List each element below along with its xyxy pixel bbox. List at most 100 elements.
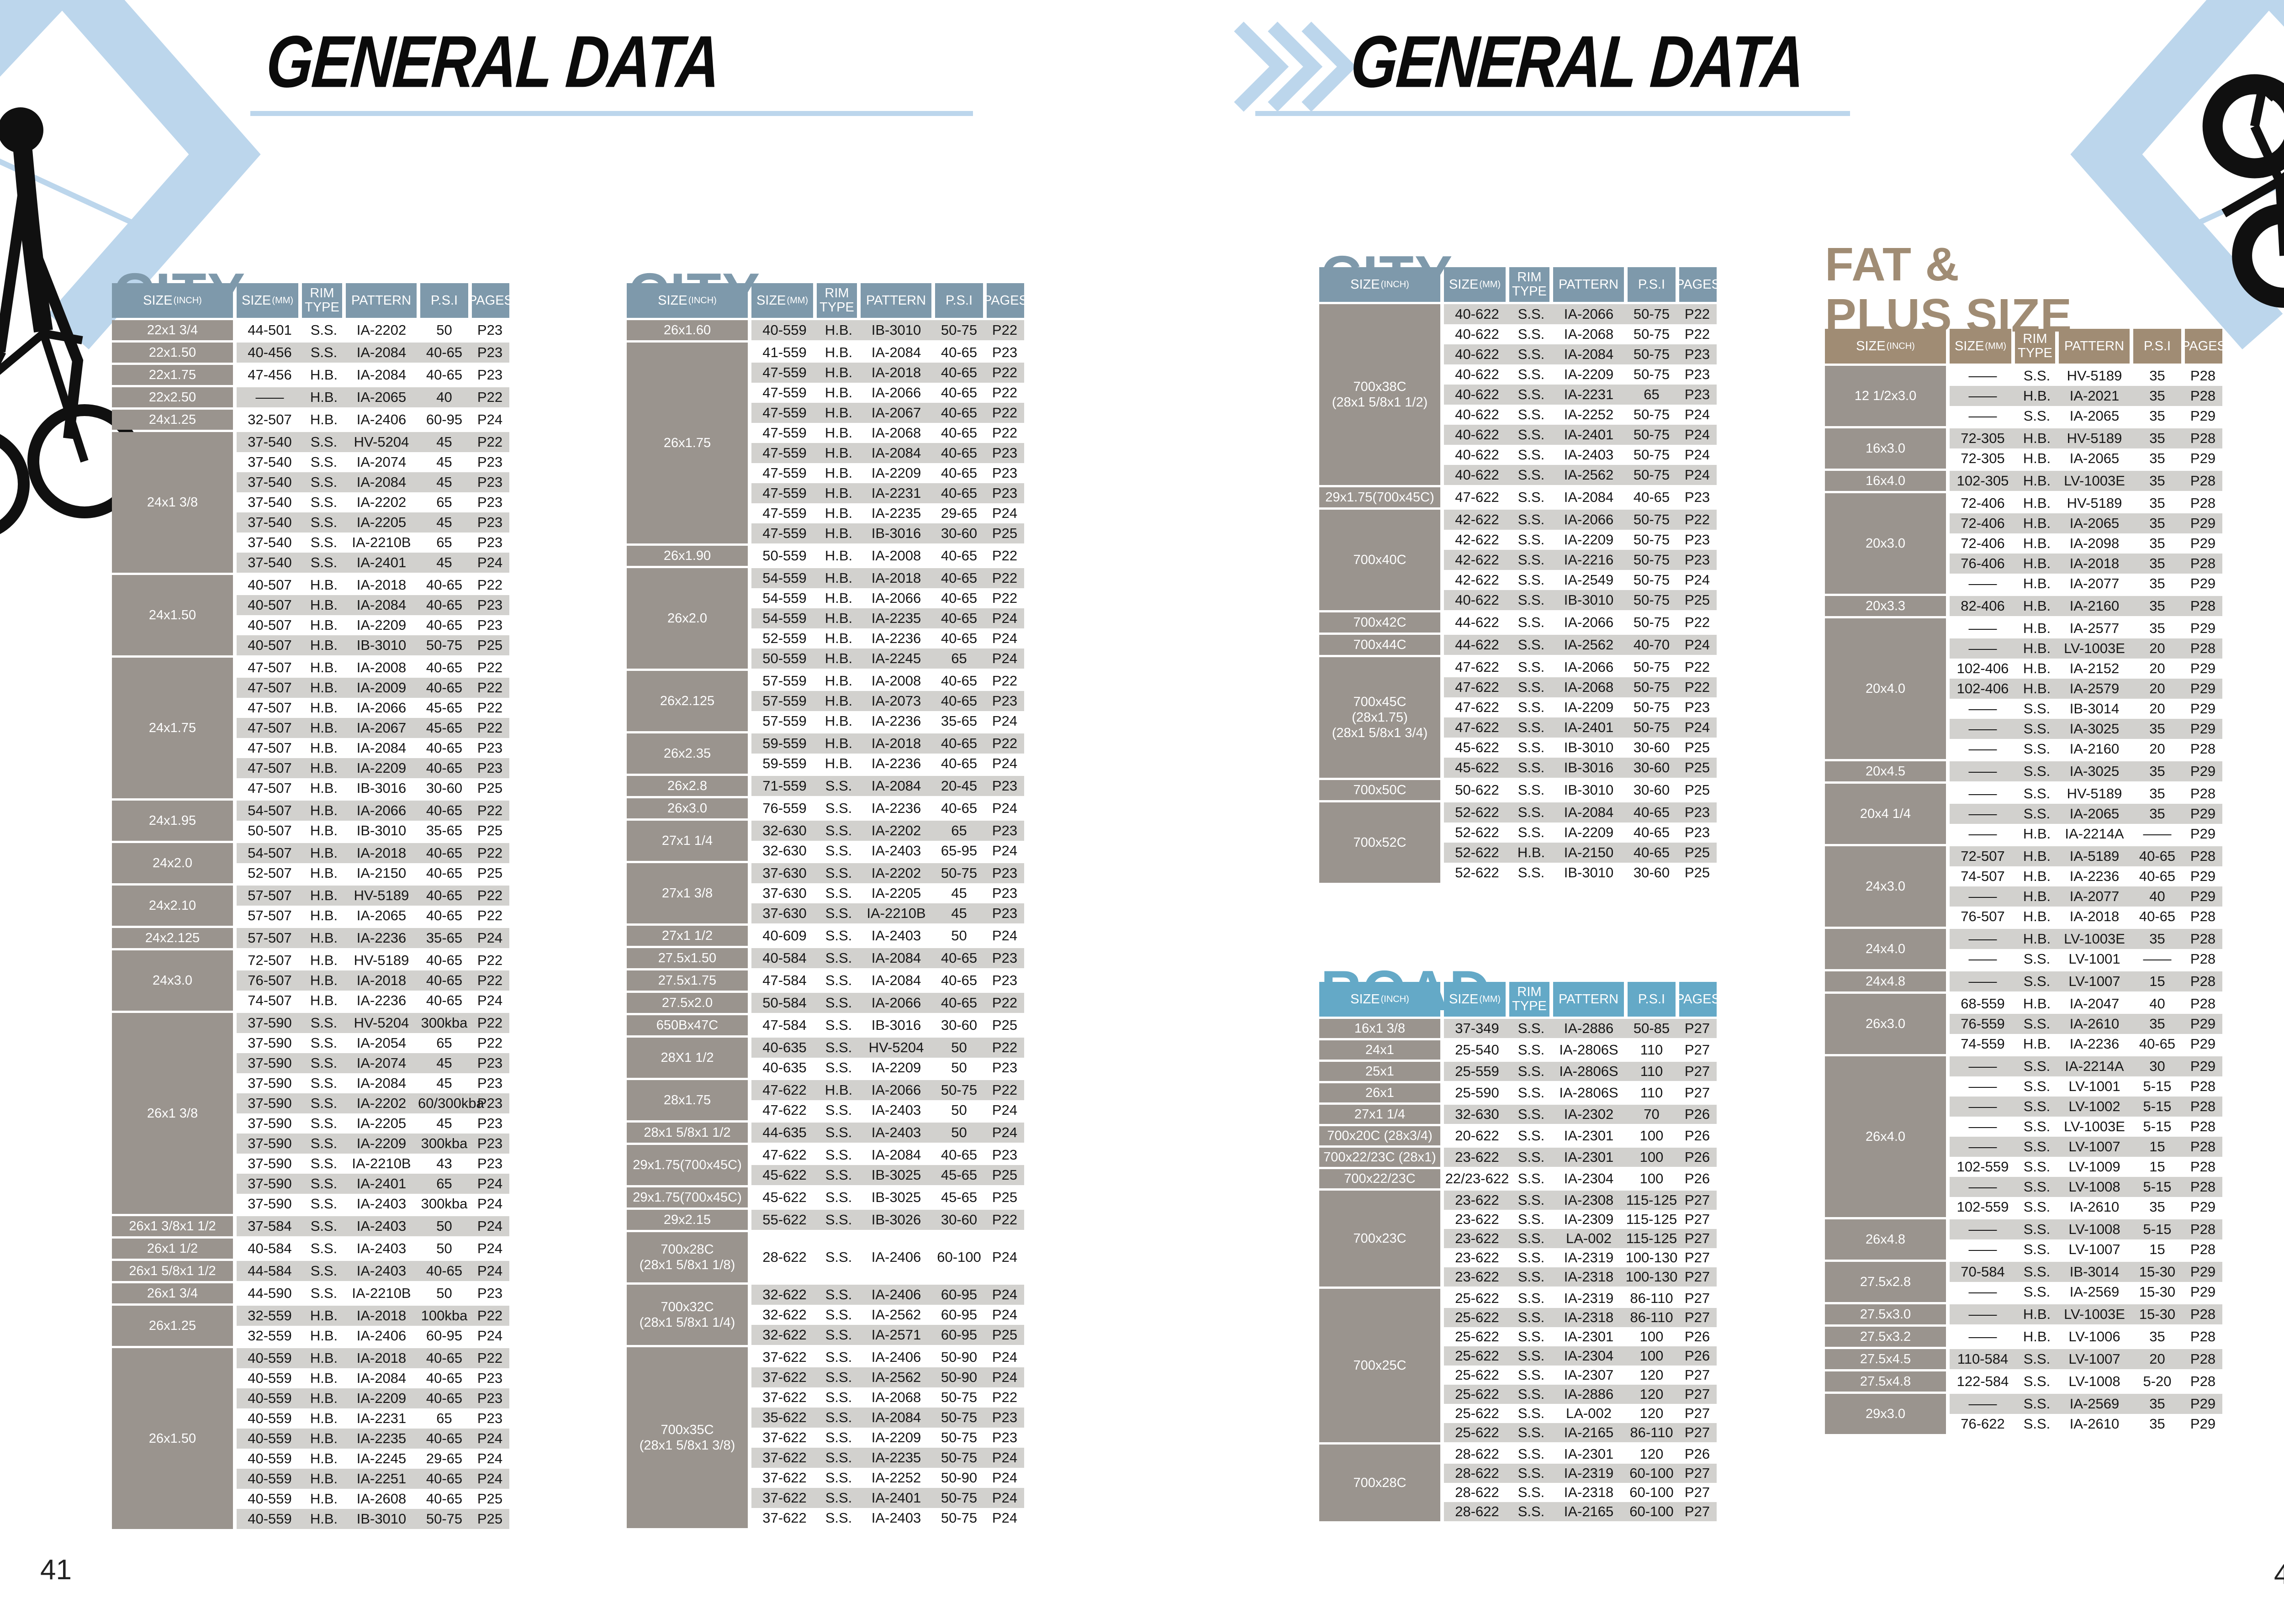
pattern: IA-2406: [871, 1349, 921, 1365]
size-mm: ——: [1968, 1241, 1997, 1257]
page: P23: [992, 1409, 1018, 1425]
spec-row: 40-507 H.B. IB-3010 50-75 P25: [237, 635, 509, 655]
rim-type: S.S.: [1517, 719, 1545, 735]
rim-type: H.B.: [310, 972, 338, 988]
psi: 50-90: [941, 1369, 978, 1385]
size-mm: 37-622: [762, 1490, 807, 1506]
psi: 35-65: [426, 930, 463, 946]
page: P23: [477, 322, 503, 338]
pattern: IA-2047: [2069, 996, 2120, 1012]
psi: 40-65: [426, 1263, 463, 1279]
size-mm: 25-622: [1455, 1348, 1499, 1364]
size-mm: 47-559: [762, 485, 807, 501]
page: P24: [992, 1510, 1018, 1526]
rim-type: S.S.: [310, 1035, 338, 1051]
size-mm: 37-540: [248, 514, 292, 530]
psi: 100: [1639, 1171, 1664, 1186]
page: P28: [2190, 495, 2216, 511]
size-mm: 40-622: [1455, 592, 1499, 608]
pattern: IA-2235: [356, 1430, 407, 1446]
size-mm: 102-305: [1956, 473, 2009, 489]
pattern: IA-2018: [356, 972, 407, 988]
spec-row: 23-622 S.S. IA-2319 100-130 P27: [1444, 1248, 1717, 1267]
size-mm: 23-622: [1455, 1230, 1499, 1246]
size-inch-label: 24x4.8: [1825, 971, 1946, 991]
rim-type: S.S.: [1517, 1484, 1545, 1500]
page: P23: [1684, 552, 1710, 568]
size-mm: 37-540: [248, 494, 292, 510]
page: P27: [1684, 1290, 1710, 1306]
rim-type: H.B.: [2023, 826, 2051, 842]
rim-type: S.S.: [825, 905, 852, 921]
spec-row: 32-622 S.S. IA-2571 60-95 P25: [751, 1325, 1024, 1345]
spec-row: 50-622 S.S. IB-3010 30-60 P25: [1444, 780, 1717, 800]
pattern: IB-3025: [871, 1189, 921, 1205]
size-mm: 40-559: [248, 1491, 292, 1507]
size-group: 27.5x1.75 47-584 S.S. IA-2084 40-65 P23: [627, 970, 1024, 991]
psi: 40-65: [426, 1390, 463, 1406]
pattern: IA-2205: [356, 514, 407, 530]
pattern: IA-2065: [2069, 806, 2120, 822]
spec-row: 47-559 H.B. IA-2018 40-65 P22: [751, 363, 1024, 383]
page: P28: [2190, 1351, 2216, 1367]
size-group: 16x3.0 72-305 H.B. HV-5189 35 P28 72-305 H.B. IA…: [1825, 428, 2222, 469]
rim-type: S.S.: [825, 1349, 852, 1365]
page: P28: [2190, 1306, 2216, 1322]
pattern: IA-2562: [1564, 467, 1614, 483]
pattern: IA-2084: [871, 972, 921, 988]
spec-row: 37-590 S.S. IA-2074 45 P23: [237, 1053, 509, 1073]
page: P22: [992, 1082, 1018, 1098]
psi: 30-60: [941, 1017, 978, 1033]
psi: 5-15: [2143, 1179, 2172, 1195]
psi: 40-65: [2139, 868, 2176, 884]
psi: 65: [436, 1035, 452, 1051]
size-group: 24x1 25-540 S.S. IA-2806S 110 P27: [1319, 1040, 1717, 1060]
page: P22: [477, 972, 503, 988]
spec-row: 32-622 S.S. IA-2562 60-95 P24: [751, 1305, 1024, 1325]
spec-row: —— H.B. LV-1003E 15-30 P28: [1950, 1304, 2222, 1324]
spec-row: 40-622 S.S. IA-2209 50-75 P23: [1444, 364, 1717, 385]
pattern: IB-3014: [2069, 701, 2120, 717]
spec-row: 47-622 S.S. IA-2403 50 P24: [751, 1100, 1024, 1120]
rim-type: S.S.: [825, 1060, 852, 1076]
rim-type: H.B.: [2023, 1306, 2051, 1322]
size-inch-label: 20x4.5: [1825, 761, 1946, 781]
rim-type: H.B.: [2023, 996, 2051, 1012]
size-mm: 52-622: [1455, 824, 1499, 840]
rim-type: S.S.: [310, 434, 338, 450]
spec-row: 40-559 H.B. IB-3010 50-75 P25: [237, 1509, 509, 1529]
psi: 35: [2149, 763, 2165, 779]
rim-type: H.B.: [2023, 888, 2051, 904]
size-mm: 37-590: [248, 1035, 292, 1051]
pattern: HV-5189: [2067, 786, 2122, 801]
page: P23: [477, 494, 503, 510]
spec-row: 44-622 S.S. IA-2066 50-75 P22: [1444, 612, 1717, 633]
psi: 60-100: [1629, 1465, 1674, 1481]
rim-type: H.B.: [310, 1370, 338, 1386]
size-inch-label: 26x2.8: [627, 776, 748, 796]
size-group: 27.5x2.8 70-584 S.S. IB-3014 15-30 P29 —— S.S. I…: [1825, 1262, 2222, 1302]
size-mm: 55-622: [762, 1212, 807, 1228]
spec-row: 23-622 S.S. IA-2308 115-125 P27: [1444, 1191, 1717, 1210]
psi: 60-100: [1629, 1503, 1674, 1519]
size-group: 24x1.50 40-507 H.B. IA-2018 40-65 P22 40-507 H.…: [112, 575, 509, 655]
size-mm: 44-590: [248, 1285, 292, 1301]
size-mm: ——: [1968, 721, 1997, 737]
size-inch-label: 650Bx47C: [627, 1015, 748, 1035]
size-mm: 23-622: [1455, 1149, 1499, 1165]
size-mm: 76-507: [1961, 908, 2005, 924]
size-mm: 57-559: [762, 713, 807, 729]
pattern: IA-2309: [1564, 1211, 1614, 1227]
page: P27: [1684, 1309, 1710, 1325]
page: P28: [2190, 786, 2216, 801]
rim-type: H.B.: [825, 505, 853, 521]
rim-type: H.B.: [825, 548, 853, 564]
psi: 35: [2149, 555, 2165, 571]
spec-row: 25-622 S.S. LA-002 120 P27: [1444, 1404, 1717, 1423]
rim-type: H.B.: [310, 740, 338, 756]
size-mm: 72-305: [1961, 450, 2005, 466]
page: P22: [992, 322, 1018, 338]
rim-type: S.S.: [1517, 572, 1545, 588]
pattern: IA-2068: [1564, 326, 1614, 342]
pattern: LV-1007: [2068, 1351, 2120, 1367]
